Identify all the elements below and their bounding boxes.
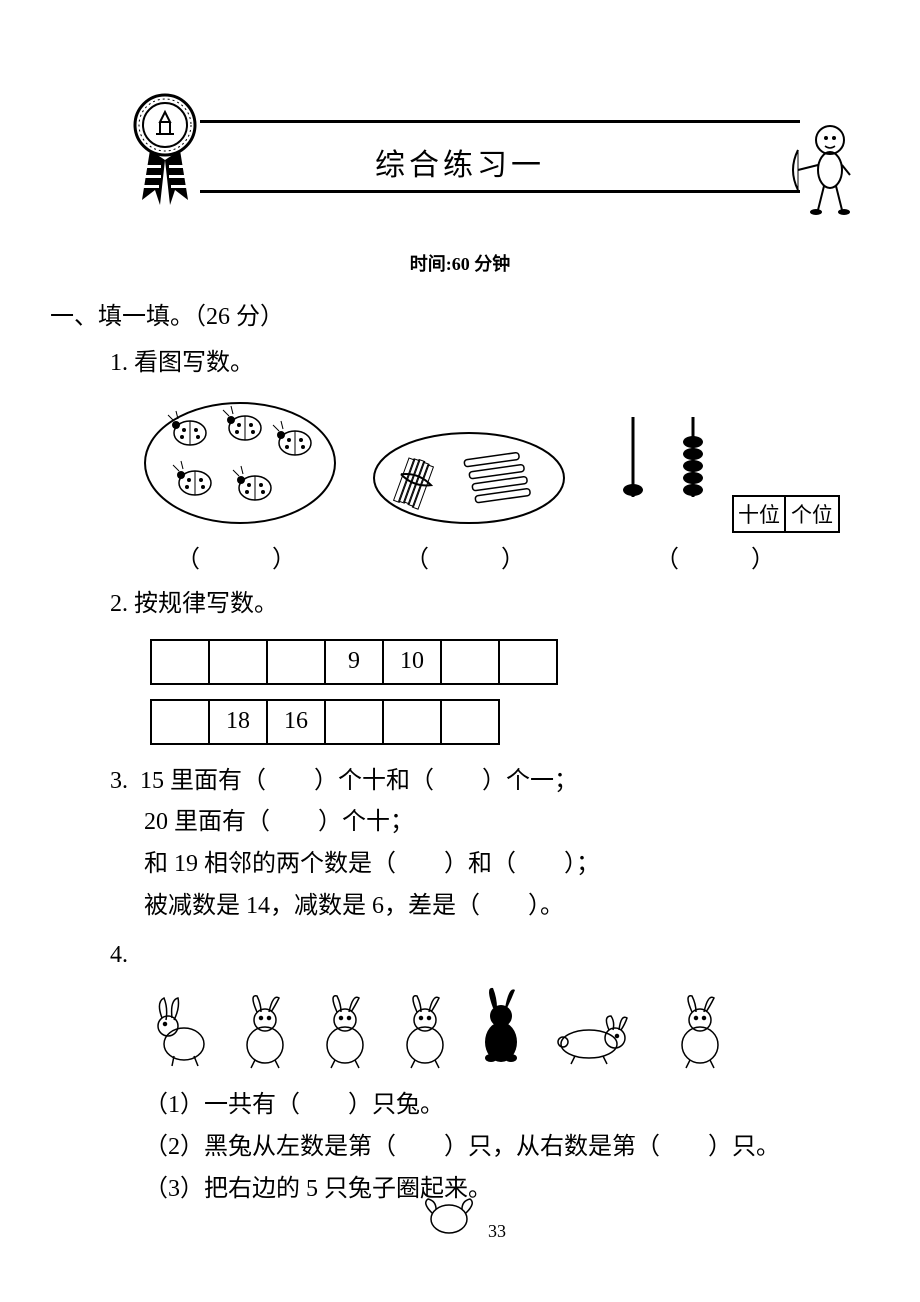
q2-r1-c4: 10 <box>383 640 441 684</box>
page-title: 综合练习一 <box>80 140 840 184</box>
q2-r1-c2 <box>267 640 325 684</box>
q3-line4: 被减数是 14，减数是 6，差是（ ）。 <box>144 885 840 927</box>
archer-icon <box>790 120 860 225</box>
q2-r2-c3 <box>325 700 383 744</box>
q4-line2: （2）黑兔从左数是第（ ）只，从右数是第（ ）只。 <box>144 1126 840 1168</box>
banner-rule-top <box>200 120 800 123</box>
page-number: 33 <box>488 1221 506 1242</box>
tens-label: 十位 <box>734 497 786 531</box>
banner-rule-bottom <box>200 190 800 193</box>
q1-ladybugs: （ ） <box>140 398 340 574</box>
q1-blank-3: （ ） <box>598 539 840 574</box>
q2-r1-c5 <box>441 640 499 684</box>
q1-blank-1: （ ） <box>140 539 340 574</box>
q1-sticks: （ ） <box>369 428 569 574</box>
q2-r2-c4 <box>383 700 441 744</box>
question-2: 2. 按规律写数。 <box>110 584 840 625</box>
question-1: 1. 看图写数。 <box>110 343 840 384</box>
q4-body: （1）一共有（ ）只兔。 （2）黑兔从左数是第（ ）只，从右数是第（ ）只。 （… <box>144 1084 840 1210</box>
q3-line2: 20 里面有（ ）个十； <box>144 801 840 843</box>
q2-label: 2. 按规律写数。 <box>110 591 278 617</box>
page-footer: 33 <box>0 1193 920 1242</box>
q3-num: 3. <box>110 761 140 802</box>
q1-abacus: 十位个位 （ ） <box>598 412 840 574</box>
q3-line1: 15 里面有（ ）个十和（ ）个一； <box>140 768 578 794</box>
time-label: 时间:60 分钟 <box>80 250 840 276</box>
abacus-labels: 十位个位 <box>732 495 840 533</box>
q2-row2: 18 16 <box>150 699 500 745</box>
q3-body: 20 里面有（ ）个十； 和 19 相邻的两个数是（ ）和（ ）； 被减数是 1… <box>144 801 840 927</box>
q2-r1-c3: 9 <box>325 640 383 684</box>
header-banner: 综合练习一 <box>80 100 840 230</box>
q2-tables: 9 10 18 16 <box>150 639 840 745</box>
q2-r2-c0 <box>151 700 209 744</box>
q2-r2-c2: 16 <box>267 700 325 744</box>
q2-row1: 9 10 <box>150 639 558 685</box>
footer-ornament-icon <box>414 1193 484 1237</box>
rabbits-row <box>144 984 840 1074</box>
q2-r1-c6 <box>499 640 557 684</box>
question-4: 4. <box>110 935 840 976</box>
ones-label: 个位 <box>786 497 838 531</box>
q2-r1-c0 <box>151 640 209 684</box>
q4-num: 4. <box>110 935 140 976</box>
q2-r2-c1: 18 <box>209 700 267 744</box>
q2-r1-c1 <box>209 640 267 684</box>
q2-r2-c5 <box>441 700 499 744</box>
question-3: 3.15 里面有（ ）个十和（ ）个一； <box>110 761 840 802</box>
q3-line3: 和 19 相邻的两个数是（ ）和（ ）； <box>144 843 840 885</box>
q1-blank-2: （ ） <box>369 539 569 574</box>
q1-label: 1. 看图写数。 <box>110 350 254 376</box>
q1-figures: （ ） （ ） <box>140 398 840 574</box>
q4-line1: （1）一共有（ ）只兔。 <box>144 1084 840 1126</box>
section-heading: 一、填一填。（26 分） <box>50 296 840 331</box>
